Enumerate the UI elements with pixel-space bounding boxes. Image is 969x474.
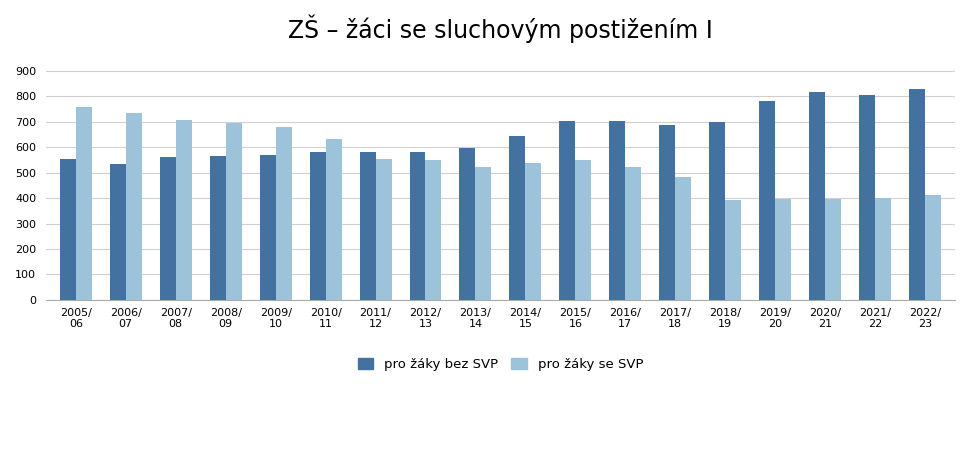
Bar [60, 159, 76, 300]
Bar [625, 167, 641, 300]
Title: ZŠ – žáci se sluchovým postižením I: ZŠ – žáci se sluchovým postižením I [288, 15, 712, 44]
Bar [759, 101, 774, 300]
Bar [808, 92, 825, 300]
Bar [260, 155, 275, 300]
Bar [459, 147, 475, 300]
Legend: pro žáky bez SVP, pro žáky se SVP: pro žáky bez SVP, pro žáky se SVP [351, 352, 649, 378]
Bar [76, 107, 92, 300]
Bar [725, 200, 740, 300]
Bar [874, 198, 891, 300]
Bar [160, 157, 175, 300]
Bar [774, 200, 791, 300]
Bar [525, 163, 541, 300]
Bar [908, 89, 924, 300]
Bar [175, 120, 192, 300]
Bar [825, 199, 840, 300]
Bar [359, 152, 375, 300]
Bar [924, 195, 940, 300]
Bar [609, 121, 625, 300]
Bar [859, 95, 874, 300]
Bar [659, 125, 674, 300]
Bar [275, 127, 292, 300]
Bar [409, 152, 425, 300]
Bar [209, 156, 226, 300]
Bar [326, 139, 341, 300]
Bar [226, 123, 241, 300]
Bar [109, 164, 126, 300]
Bar [375, 159, 391, 300]
Bar [126, 113, 141, 300]
Bar [708, 122, 725, 300]
Bar [425, 160, 441, 300]
Bar [475, 167, 491, 300]
Bar [509, 136, 525, 300]
Bar [674, 177, 691, 300]
Bar [575, 160, 591, 300]
Bar [559, 121, 575, 300]
Bar [309, 152, 326, 300]
